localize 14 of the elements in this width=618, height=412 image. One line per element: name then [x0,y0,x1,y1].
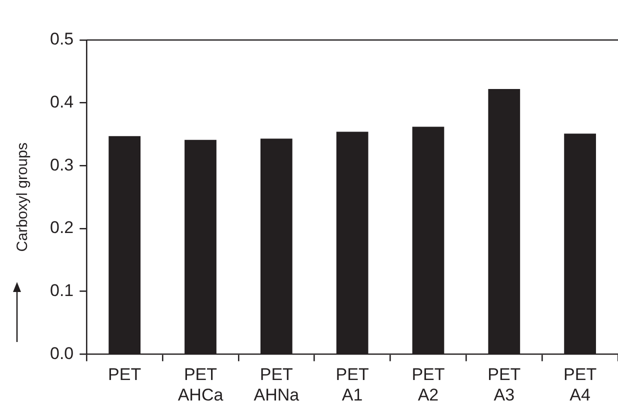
y-tick-label: 0.5 [50,30,74,49]
x-tick-label: PET [108,365,142,384]
x-tick-label: PET AHCa [178,365,224,404]
y-tick-label: 0.3 [50,155,74,174]
y-tick-label: 0.1 [50,281,74,300]
y-tick-label: 0.2 [50,218,74,238]
y-tick-label: 0.4 [50,92,74,112]
x-tick-label: PET A4 [564,365,597,404]
x-tick-label: PET AHNa [254,365,300,404]
x-tick-label: PET A1 [336,365,369,404]
x-tick-label: PET A3 [488,365,521,404]
y-axis-title: Carboxyl groups [14,142,32,252]
x-tick-label: PET A2 [412,365,445,404]
y-tick-label: 0.0 [50,344,74,363]
